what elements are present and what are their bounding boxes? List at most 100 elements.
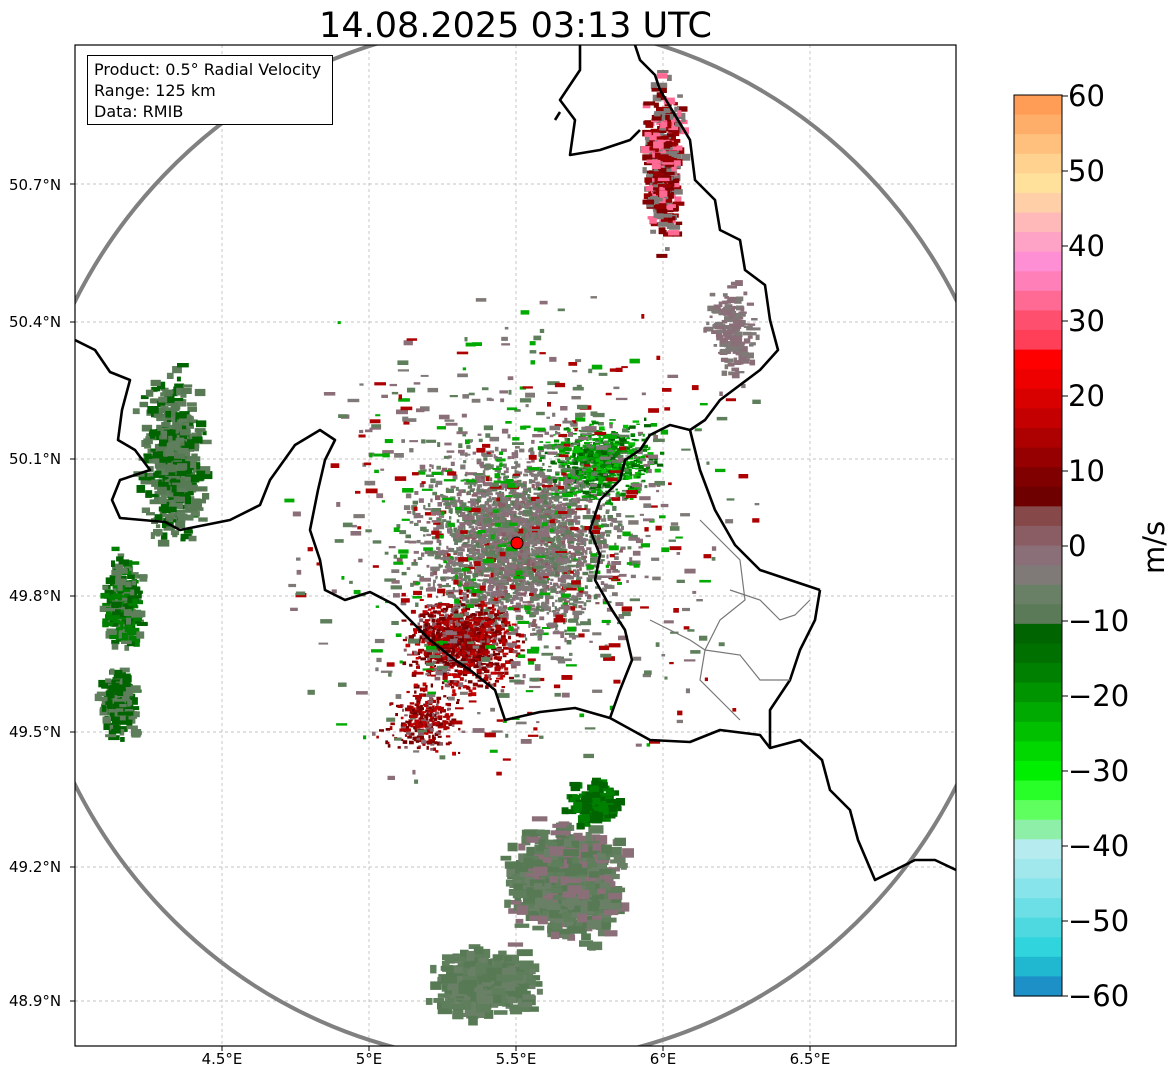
radar-echo-cell [483, 457, 488, 461]
radar-echo-cell [427, 632, 431, 637]
radar-echo-cell [455, 529, 459, 532]
radar-echo-cell [431, 635, 437, 638]
radar-echo-cell [512, 488, 517, 493]
radar-echo-cell [612, 453, 619, 457]
radar-echo-cell [584, 504, 588, 510]
radar-echo-cell [401, 726, 405, 730]
radar-echo-cell [546, 519, 551, 523]
radar-echo-cell [496, 549, 500, 554]
radar-echo-cell [490, 599, 496, 602]
radar-echo-cell [478, 579, 484, 582]
radar-echo-cell [436, 629, 441, 632]
radar-echo-cell [604, 463, 610, 465]
radar-echo-cell [648, 446, 651, 450]
radar-echo-cell [600, 450, 604, 454]
radar-echo-cell [532, 549, 539, 552]
radar-echo-cell [424, 652, 427, 657]
radar-echo-cell [437, 725, 443, 729]
radar-echo-cell [517, 553, 523, 556]
radar-echo-cell [609, 490, 615, 493]
radar-echo-cell [475, 651, 480, 655]
radar-echo-cell [445, 616, 450, 620]
radar-echo-cell [529, 506, 534, 510]
radar-echo-cell [588, 482, 595, 484]
radar-echo-cell [448, 660, 455, 663]
radar-echo-cell [502, 652, 509, 655]
radar-echo-cell [430, 571, 434, 577]
radar-echo-cell [616, 473, 621, 476]
radar-echo-cell [550, 460, 556, 465]
radar-echo-cell [571, 472, 575, 477]
radar-echo-cell [576, 497, 581, 501]
radar-echo-cell [499, 507, 504, 513]
radar-echo-cell [493, 454, 496, 459]
radar-echo-cell [568, 522, 574, 526]
radar-echo-cell [476, 657, 480, 661]
radar-echo-cell [569, 531, 574, 536]
radar-echo-cell [564, 552, 569, 556]
radar-echo-cell [521, 554, 526, 558]
radar-echo-cell [506, 598, 512, 602]
radar-echo-cell [437, 715, 443, 719]
radar-echo-cell [436, 731, 439, 734]
radar-echo-cell [610, 472, 615, 476]
radar-echo-cell [429, 553, 434, 557]
radar-echo-cell [630, 452, 633, 455]
radar-echo-cell [431, 667, 437, 671]
radar-echo-cell [483, 616, 489, 620]
radar-echo-cell [500, 601, 504, 606]
radar-echo-cell [481, 490, 486, 494]
radar-echo-cell [564, 437, 568, 442]
radar-echo-cell [413, 630, 417, 634]
radar-echo-cell [539, 456, 545, 460]
radar-echo-cell [465, 654, 468, 657]
radar-echo-cell [515, 654, 519, 657]
radar-echo-cell [476, 502, 479, 505]
radar-echo-cell [601, 455, 608, 458]
radar-echo-cell [549, 550, 555, 554]
radar-echo-cell [474, 498, 480, 503]
radar-echo-cell [508, 510, 514, 515]
radar-echo-cell [561, 537, 566, 541]
radar-echo-cell [477, 514, 481, 518]
radar-echo-cell [529, 479, 536, 483]
radar-echo-cell [546, 611, 550, 615]
radar-echo-cell [419, 483, 425, 488]
radar-echo-cell [462, 536, 465, 541]
radar-echo-cell [619, 437, 624, 442]
radar-echo-cell [521, 535, 525, 540]
radar-echo-cell [539, 552, 545, 555]
radar-echo-cell [414, 729, 420, 733]
radar-echo-cell [533, 520, 540, 525]
radar-echo-cell [588, 458, 591, 462]
radar-echo-cell [645, 448, 649, 451]
radar-echo-cell [461, 634, 465, 638]
radar-echo-cell [617, 466, 624, 468]
radar-echo-cell [434, 732, 439, 736]
radar-echo-cell [601, 451, 608, 455]
radar-echo-cell [588, 434, 592, 438]
radar-echo-cell [604, 443, 609, 446]
radar-echo-cell [515, 498, 519, 504]
radar-echo-cell [542, 554, 549, 558]
radar-echo-cell [454, 654, 459, 657]
radar-echo-cell [422, 628, 428, 632]
radar-echo-cell [405, 643, 411, 648]
radar-echo-cell [586, 484, 590, 488]
radar-echo-cell [543, 542, 549, 546]
radar-echo-cell [490, 591, 495, 597]
radar-echo-cell [609, 422, 613, 426]
radar-echo-cell [536, 548, 541, 554]
radar-echo-cell [556, 525, 561, 530]
radar-echo-cell [626, 466, 633, 469]
radar-echo-cell [564, 485, 569, 489]
radar-echo-cell [474, 659, 478, 662]
radar-echo-cell [424, 725, 429, 729]
radar-echo-cell [476, 592, 481, 598]
radar-echo-cell [629, 471, 632, 476]
radar-echo-cell [608, 460, 613, 462]
radar-echo-cell [555, 599, 558, 603]
radar-echo-cell [414, 725, 420, 729]
radar-echo-cell [436, 622, 442, 625]
radar-echo-cell [554, 606, 557, 610]
